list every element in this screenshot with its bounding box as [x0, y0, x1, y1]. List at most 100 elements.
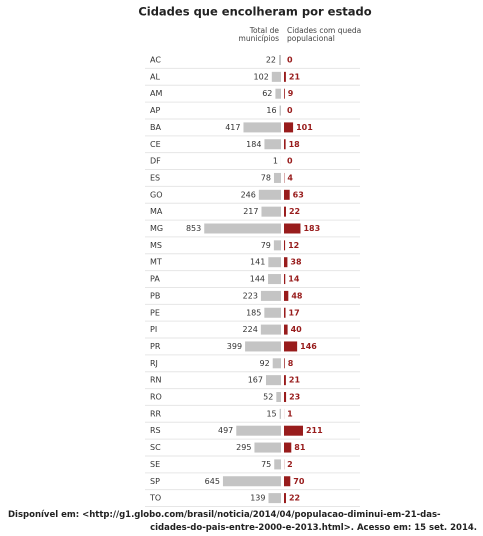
- value-label-decline: 101: [296, 123, 313, 132]
- bar-decline: [284, 307, 286, 318]
- bar-total: [261, 206, 281, 217]
- source-line: cidades-do-pais-entre-2000-e-2013.html>.…: [150, 523, 477, 533]
- bar-decline: [284, 189, 290, 200]
- chart-title: Cidades que encolheram por estado: [138, 5, 371, 19]
- bar-total: [260, 324, 281, 335]
- category-label: RN: [150, 376, 162, 385]
- category-label: GO: [150, 190, 163, 199]
- bar-decline: [284, 122, 294, 133]
- bar-decline: [284, 442, 292, 453]
- value-label-total: 141: [250, 258, 265, 267]
- value-label-decline: 18: [289, 140, 301, 149]
- bar-total: [222, 476, 281, 487]
- bar-total: [243, 122, 281, 133]
- bar-total: [254, 442, 281, 453]
- bar-decline: [284, 290, 289, 301]
- category-label: AC: [150, 56, 161, 65]
- value-label-decline: 12: [288, 241, 299, 250]
- bar-decline: [284, 139, 286, 150]
- category-label: SE: [150, 460, 160, 469]
- value-label-total: 1: [273, 157, 278, 166]
- bar-total: [264, 307, 281, 318]
- value-label-total: 497: [218, 426, 233, 435]
- value-label-decline: 81: [294, 443, 306, 452]
- value-label-decline: 40: [291, 325, 303, 334]
- category-label: BA: [150, 123, 161, 132]
- value-label-total: 223: [243, 291, 258, 300]
- value-label-decline: 9: [288, 89, 294, 98]
- value-label-total: 417: [225, 123, 240, 132]
- value-label-total: 645: [205, 477, 220, 486]
- bar-decline: [284, 257, 288, 268]
- value-label-decline: 0: [287, 106, 293, 115]
- bar-total: [276, 392, 281, 402]
- value-label-decline: 22: [289, 494, 300, 503]
- value-label-total: 399: [227, 342, 242, 351]
- value-label-decline: 23: [289, 393, 300, 402]
- bar-total: [236, 425, 281, 436]
- category-label: SC: [150, 443, 161, 452]
- value-label-total: 62: [262, 89, 272, 98]
- bar-total: [274, 459, 281, 470]
- category-label: ES: [150, 173, 160, 182]
- category-label: CE: [150, 140, 161, 149]
- value-label-decline: 0: [287, 56, 293, 65]
- bar-decline: [284, 341, 298, 352]
- bar-total: [204, 223, 281, 234]
- value-label-total: 139: [250, 494, 265, 503]
- category-label: AM: [150, 89, 162, 98]
- value-label-decline: 14: [288, 275, 300, 284]
- value-label-total: 224: [243, 325, 258, 334]
- bar-total: [279, 105, 281, 116]
- value-label-decline: 38: [290, 258, 302, 267]
- bar-decline: [284, 324, 288, 335]
- bar-decline: [284, 392, 287, 402]
- value-label-decline: 183: [303, 224, 320, 233]
- value-label-total: 184: [246, 140, 261, 149]
- value-label-total: 246: [241, 190, 256, 199]
- legend-left: Total de municípios: [238, 26, 279, 43]
- value-label-total: 102: [254, 72, 269, 81]
- bar-decline: [284, 375, 286, 386]
- bar-total: [245, 341, 281, 352]
- value-label-total: 22: [266, 56, 276, 65]
- bar-decline: [284, 240, 286, 251]
- value-label-decline: 21: [289, 376, 301, 385]
- category-label: RR: [150, 409, 162, 418]
- category-label: DF: [150, 157, 161, 166]
- bar-total: [279, 408, 281, 419]
- value-label-decline: 1: [287, 409, 293, 418]
- bar-total: [268, 274, 281, 285]
- category-label: PA: [150, 275, 160, 284]
- value-label-decline: 63: [293, 190, 304, 199]
- value-label-decline: 70: [293, 477, 305, 486]
- value-label-total: 52: [263, 393, 273, 402]
- bar-decline: [284, 493, 286, 504]
- bar-decline: [284, 71, 286, 82]
- value-label-decline: 17: [289, 308, 300, 317]
- bar-total: [271, 71, 281, 82]
- category-label: RO: [150, 393, 162, 402]
- bar-total: [258, 189, 281, 200]
- value-label-decline: 21: [289, 72, 301, 81]
- value-label-decline: 22: [289, 207, 300, 216]
- value-label-total: 217: [243, 207, 258, 216]
- category-label: AP: [150, 106, 160, 115]
- value-label-total: 167: [248, 376, 263, 385]
- bar-total: [260, 290, 281, 301]
- source-line: Disponível em: <http://g1.globo.com/bras…: [8, 510, 441, 520]
- bar-decline: [284, 425, 303, 436]
- category-label: RS: [150, 426, 161, 435]
- value-label-decline: 4: [287, 173, 293, 182]
- value-label-total: 853: [186, 224, 201, 233]
- value-label-decline: 48: [291, 291, 303, 300]
- bar-decline: [284, 206, 286, 217]
- category-label: MT: [150, 258, 162, 267]
- category-label: PR: [150, 342, 161, 351]
- bar-total: [264, 139, 281, 150]
- bar-decline: [284, 476, 291, 487]
- bar-total: [273, 172, 281, 183]
- bar-total: [273, 240, 281, 251]
